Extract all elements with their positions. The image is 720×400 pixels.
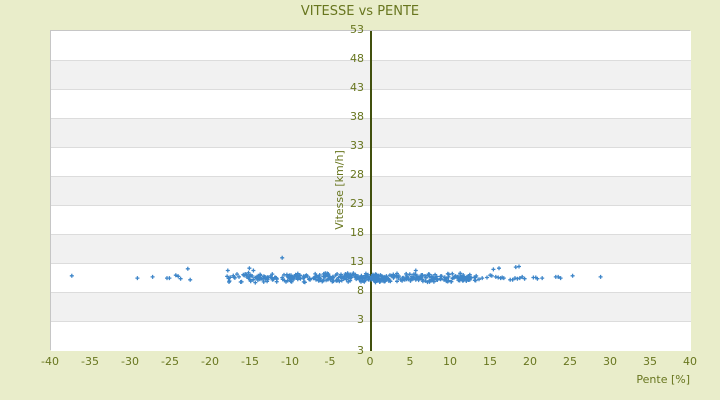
x-tick-label: -40 xyxy=(41,355,59,368)
y-tick-label: 48 xyxy=(350,52,364,65)
y-tick-label: 8 xyxy=(357,284,364,297)
y-tick-label: 53 xyxy=(350,23,364,36)
x-tick-label: 25 xyxy=(563,355,577,368)
y-tick-label: 18 xyxy=(350,226,364,239)
y-tick-label: 28 xyxy=(350,168,364,181)
x-axis-title: Pente [%] xyxy=(636,373,690,386)
y-bottom-edge-label: 3 xyxy=(357,344,364,357)
plot-area xyxy=(50,30,691,351)
y-tick-label: 3 xyxy=(357,313,364,326)
y-tick-label: 13 xyxy=(350,255,364,268)
x-tick-label: 30 xyxy=(603,355,617,368)
x-tick-label: -25 xyxy=(161,355,179,368)
x-tick-label: -30 xyxy=(121,355,139,368)
x-tick-label: -20 xyxy=(201,355,219,368)
y-tick-label: 38 xyxy=(350,110,364,123)
x-tick-label: 40 xyxy=(683,355,697,368)
x-tick-label: 0 xyxy=(366,355,374,368)
y-axis-zero-line xyxy=(370,31,372,351)
x-tick-label: 35 xyxy=(643,355,657,368)
x-tick-label: -5 xyxy=(324,355,336,368)
x-tick-label: -15 xyxy=(241,355,259,368)
x-tick-label: 15 xyxy=(483,355,497,368)
y-axis-title: Vitesse [km/h] xyxy=(333,150,346,230)
x-tick-label: 20 xyxy=(523,355,537,368)
x-tick-label: 5 xyxy=(406,355,414,368)
x-tick-label: -35 xyxy=(81,355,99,368)
scatter-points xyxy=(69,255,603,285)
y-tick-label: 33 xyxy=(350,139,364,152)
y-tick-label: 23 xyxy=(350,197,364,210)
chart-title: VITESSE vs PENTE xyxy=(300,4,420,19)
x-tick-label: 10 xyxy=(443,355,457,368)
y-tick-label: 43 xyxy=(350,81,364,94)
x-tick-label: -10 xyxy=(281,355,299,368)
